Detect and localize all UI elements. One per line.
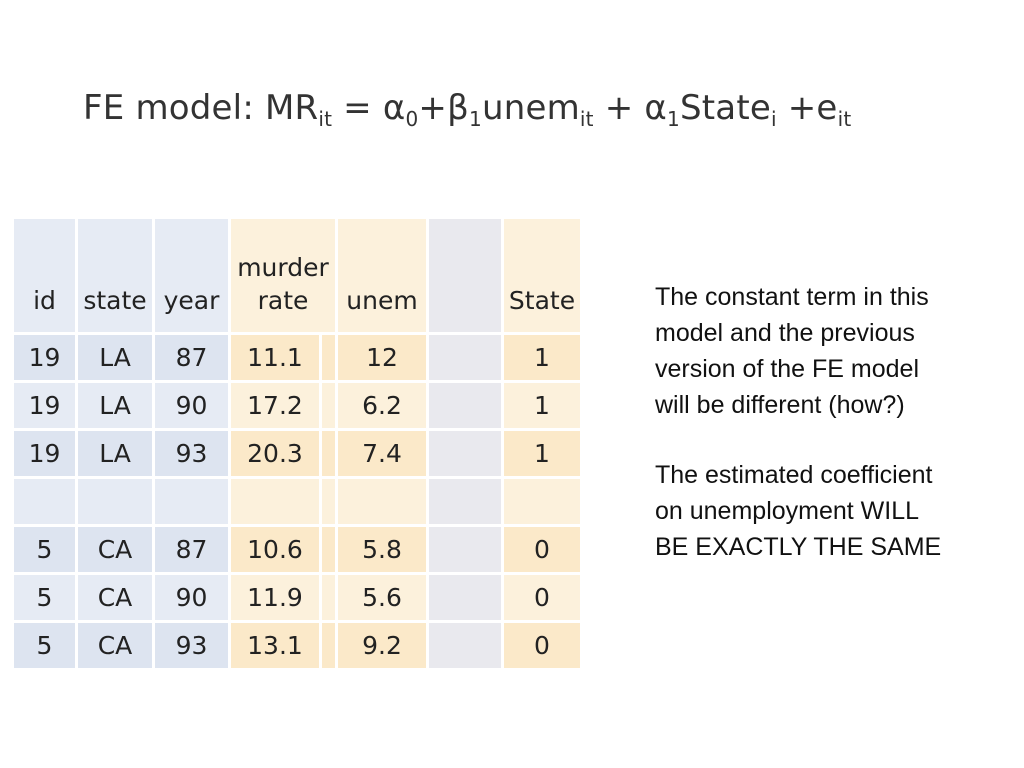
cell-state-dummy: 1 [504,431,583,479]
cell-year [155,479,231,527]
table-row: 5 CA 87 10.6 5.8 0 [14,527,583,575]
cell-blank [429,383,504,431]
header-unem: unem [338,219,429,335]
title-plus-beta: +β [418,88,470,128]
cell-year: 87 [155,335,231,383]
cell-year: 90 [155,383,231,431]
table-row: 19 LA 93 20.3 7.4 1 [14,431,583,479]
cell-id: 5 [14,623,78,671]
note-constant-term: The constant term in this model and the … [655,283,929,419]
table-row: 5 CA 90 11.9 5.6 0 [14,575,583,623]
header-state-dummy: State [504,219,583,335]
header-murder-bottom: rate [257,286,309,316]
title-eq: = α [332,88,406,128]
cell-year: 87 [155,527,231,575]
cell-id: 5 [14,527,78,575]
cell-unem: 9.2 [338,623,429,671]
cell-murder-rate: 11.1 [231,335,322,383]
title-sub-a0: 0 [405,107,419,131]
cell-state: LA [78,335,155,383]
title-sub-mr: it [318,107,333,131]
cell-unem: 7.4 [338,431,429,479]
cell-gap [322,335,338,383]
cell-state: CA [78,527,155,575]
cell-murder-rate: 13.1 [231,623,322,671]
header-murder-rate: murder rate [231,219,338,335]
cell-state-dummy: 0 [504,623,583,671]
cell-year: 90 [155,575,231,623]
title-sub-unem: it [579,107,594,131]
cell-blank [429,623,504,671]
cell-blank [429,575,504,623]
cell-state: CA [78,623,155,671]
cell-id: 5 [14,575,78,623]
cell-id: 19 [14,335,78,383]
cell-blank [429,479,504,527]
cell-id: 19 [14,383,78,431]
title-sub-b1: 1 [469,107,482,131]
slide-title: FE model: MRit = α0+β1unemit + α1Statei … [83,88,852,131]
header-id: id [14,219,78,335]
cell-blank [429,527,504,575]
cell-gap [322,623,338,671]
cell-murder-rate [231,479,322,527]
cell-state-dummy: 0 [504,527,583,575]
title-plus-alpha: + α [593,88,668,128]
title-sub-e: it [837,107,852,131]
cell-blank [429,431,504,479]
cell-murder-rate: 11.9 [231,575,322,623]
cell-gap [322,527,338,575]
cell-state-dummy: 1 [504,383,583,431]
title-unem: unem [481,88,580,128]
cell-gap [322,383,338,431]
title-sub-state: i [770,107,777,131]
cell-state-dummy: 0 [504,575,583,623]
cell-blank [429,335,504,383]
header-state: state [78,219,155,335]
cell-state: CA [78,575,155,623]
cell-unem: 5.8 [338,527,429,575]
cell-state-dummy [504,479,583,527]
table-row-empty [14,479,583,527]
header-blank [429,219,504,335]
note-coefficient: The estimated coefficient on unemploymen… [655,461,942,561]
cell-unem: 12 [338,335,429,383]
cell-gap [322,431,338,479]
cell-state: LA [78,431,155,479]
cell-murder-rate: 20.3 [231,431,322,479]
cell-murder-rate: 10.6 [231,527,322,575]
header-year: year [155,219,231,335]
cell-unem: 6.2 [338,383,429,431]
cell-gap [322,575,338,623]
title-state: State [679,88,771,128]
cell-gap [322,479,338,527]
cell-year: 93 [155,431,231,479]
panel-data-table: id state year murder rate unem State 19 L… [14,219,583,671]
table-row: 5 CA 93 13.1 9.2 0 [14,623,583,671]
table-row: 19 LA 90 17.2 6.2 1 [14,383,583,431]
title-sub-a1: 1 [667,107,680,131]
table-header-row: id state year murder rate unem State [14,219,583,335]
title-lead: FE model: MR [83,88,319,128]
title-plus-e: +e [776,88,838,128]
cell-state: LA [78,383,155,431]
cell-state-dummy: 1 [504,335,583,383]
table-row: 19 LA 87 11.1 12 1 [14,335,583,383]
cell-year: 93 [155,623,231,671]
side-notes: The constant term in this model and the … [655,279,955,599]
cell-state [78,479,155,527]
cell-unem [338,479,429,527]
cell-unem: 5.6 [338,575,429,623]
cell-id: 19 [14,431,78,479]
cell-murder-rate: 17.2 [231,383,322,431]
cell-id [14,479,78,527]
header-murder-top: murder [237,252,329,282]
